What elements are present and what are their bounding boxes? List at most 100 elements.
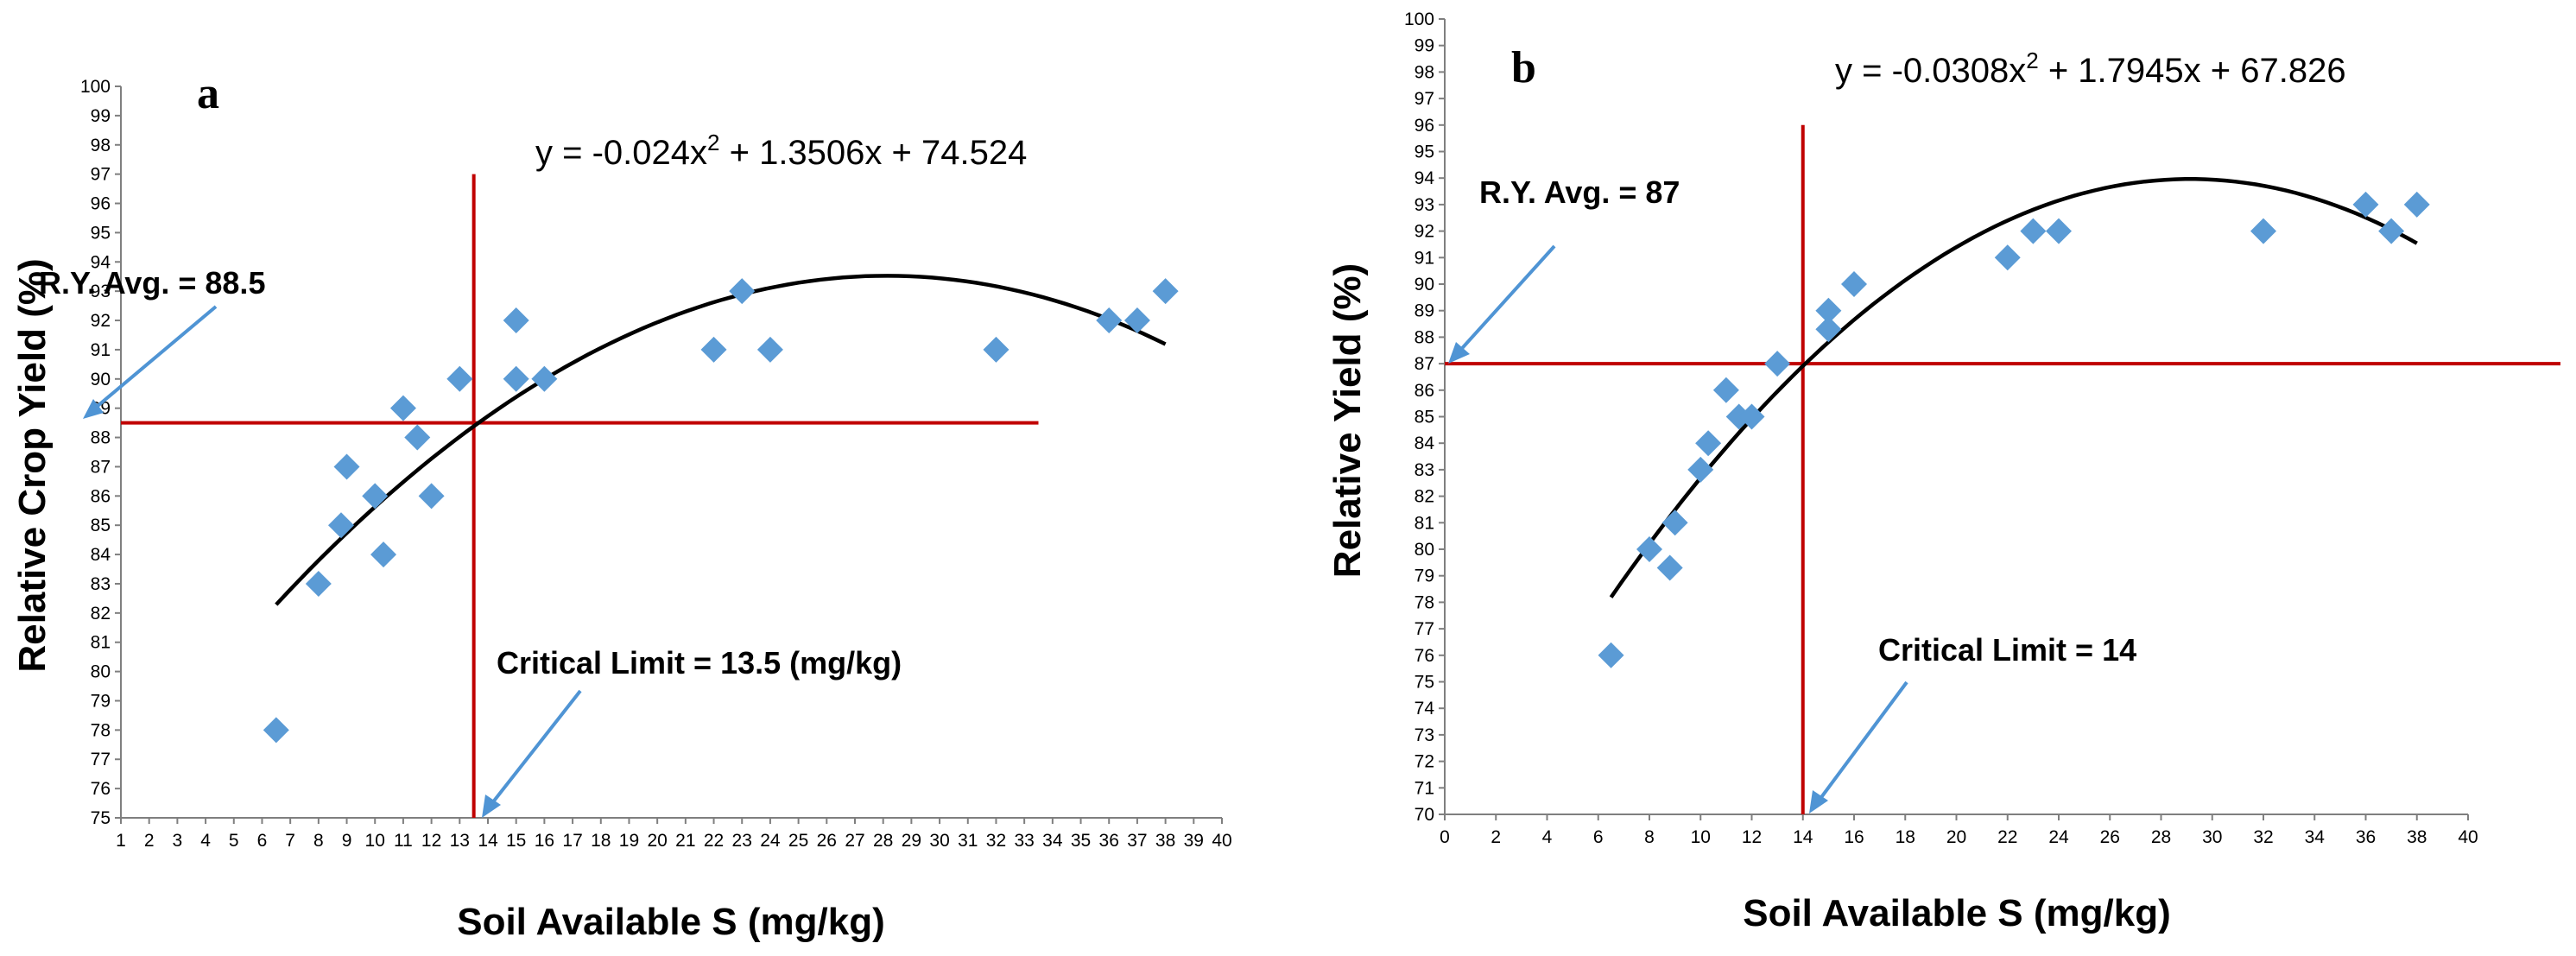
data-point [1598, 642, 1624, 668]
critical-limit-arrow-b [1815, 681, 1908, 805]
data-point [2046, 218, 2072, 244]
data-point [531, 365, 558, 392]
data-point [1764, 351, 1791, 377]
x-tick-label: 37 [1127, 831, 1147, 851]
x-tick-label: 35 [1071, 831, 1091, 851]
x-tick-label: 8 [313, 831, 324, 851]
x-tick-label: 31 [958, 831, 978, 851]
y-tick-label: 89 [1415, 301, 1434, 321]
x-ticks-b: 0 2 4 6 8 10 12 14 16 18 20 22 24 26 28 30 32 34 36 38 40 [1440, 814, 2478, 847]
x-axis-title-b: Soil Available S (mg/kg) [1743, 892, 2171, 934]
x-tick-label: 24 [760, 831, 781, 851]
x-tick-label: 32 [2253, 827, 2273, 847]
data-point [1096, 307, 1123, 334]
y-tick-label: 94 [91, 252, 111, 272]
data-points-a [263, 278, 1179, 744]
ry-avg-arrowhead-a [83, 399, 104, 419]
x-tick-label: 29 [902, 831, 921, 851]
x-tick-label: 34 [2305, 827, 2326, 847]
y-tick-label: 78 [1415, 592, 1434, 612]
x-tick-label: 38 [1155, 831, 1175, 851]
x-tick-label: 28 [873, 831, 893, 851]
ry-avg-arrow-b [1455, 244, 1556, 356]
x-tick-label: 13 [450, 831, 470, 851]
x-tick-label: 3 [173, 831, 183, 851]
x-tick-label: 9 [342, 831, 352, 851]
y-tick-label: 73 [1415, 725, 1434, 745]
equation-b: y = -0.0308x2 + 1.7945x + 67.826 [1835, 47, 2346, 90]
x-tick-label: 36 [2356, 827, 2376, 847]
x-tick-label: 5 [229, 831, 239, 851]
equation-a: y = -0.024x2 + 1.3506x + 74.524 [535, 130, 1027, 172]
y-tick-label: 87 [91, 457, 111, 477]
data-point [446, 365, 473, 392]
y-tick-label: 93 [1415, 195, 1434, 215]
ry-avg-label-a: R.Y. Avg. = 88.5 [39, 265, 265, 301]
x-tick-label: 18 [1896, 827, 1915, 847]
y-tick-label: 75 [1415, 673, 1434, 693]
y-tick-label: 88 [1415, 327, 1434, 347]
y-tick-label: 100 [80, 77, 111, 97]
y-tick-label: 82 [1415, 487, 1434, 507]
x-tick-label: 25 [788, 831, 808, 851]
ry-avg-arrow-a [90, 305, 218, 413]
x-tick-label: 26 [2100, 827, 2120, 847]
y-tick-label: 77 [91, 750, 111, 769]
y-tick-label: 95 [1415, 142, 1434, 162]
data-point [1815, 297, 1842, 324]
data-point [1661, 510, 1688, 536]
y-tick-label: 87 [1415, 354, 1434, 374]
x-tick-label: 14 [1793, 827, 1813, 847]
x-tick-label: 24 [2048, 827, 2069, 847]
y-tick-label: 80 [1415, 540, 1434, 560]
y-tick-label: 77 [1415, 619, 1434, 639]
x-tick-label: 28 [2151, 827, 2171, 847]
data-point [983, 336, 1010, 363]
x-tick-label: 17 [562, 831, 582, 851]
x-tick-label: 11 [394, 831, 413, 851]
x-tick-label: 15 [506, 831, 526, 851]
chart-panel-a: a y = -0.024x2 + 1.3506x + 74.524 757677… [11, 69, 1232, 943]
y-ticks-b: 70 71 72 73 74 75 76 77 78 79 80 81 82 83 84 85 86 87 88 89… [1404, 9, 1445, 825]
y-ticks-a: 7576777879808182838485868788899091929394… [80, 77, 121, 828]
x-tick-label: 38 [2407, 827, 2427, 847]
y-tick-label: 83 [91, 574, 111, 594]
y-tick-label: 76 [1415, 646, 1434, 666]
y-tick-label: 99 [91, 106, 111, 126]
data-point [1841, 271, 1867, 297]
y-tick-label: 85 [1415, 408, 1434, 427]
y-tick-label: 78 [91, 720, 111, 740]
x-tick-label: 7 [285, 831, 295, 851]
x-tick-label: 4 [1542, 827, 1553, 847]
fit-curve-b [1609, 177, 2418, 598]
data-point [503, 365, 529, 392]
y-tick-label: 79 [91, 691, 111, 711]
y-tick-label: 76 [91, 779, 111, 799]
data-point [729, 278, 756, 305]
y-tick-label: 81 [1415, 513, 1434, 533]
y-tick-label: 80 [91, 662, 111, 682]
x-tick-label: 8 [1644, 827, 1655, 847]
y-tick-label: 94 [1415, 168, 1435, 188]
y-tick-label: 84 [1415, 434, 1435, 453]
y-tick-label: 82 [91, 604, 111, 624]
data-point [1656, 554, 1683, 581]
x-tick-label: 18 [591, 831, 611, 851]
x-tick-label: 26 [817, 831, 837, 851]
data-point [1712, 377, 1739, 403]
critical-limit-label-a: Critical Limit = 13.5 (mg/kg) [497, 645, 902, 681]
y-tick-label: 99 [1415, 36, 1434, 56]
x-tick-label: 6 [1593, 827, 1604, 847]
critical-limit-arrow-a [487, 689, 582, 809]
data-point [756, 336, 783, 363]
y-tick-label: 93 [91, 282, 111, 301]
panel-label-b: b [1511, 43, 1536, 92]
x-tick-label: 23 [732, 831, 752, 851]
x-tick-label: 10 [1691, 827, 1711, 847]
data-point [328, 512, 354, 539]
data-point [305, 570, 332, 597]
x-tick-label: 40 [2458, 827, 2478, 847]
y-tick-label: 86 [1415, 381, 1434, 401]
x-tick-label: 14 [478, 831, 498, 851]
